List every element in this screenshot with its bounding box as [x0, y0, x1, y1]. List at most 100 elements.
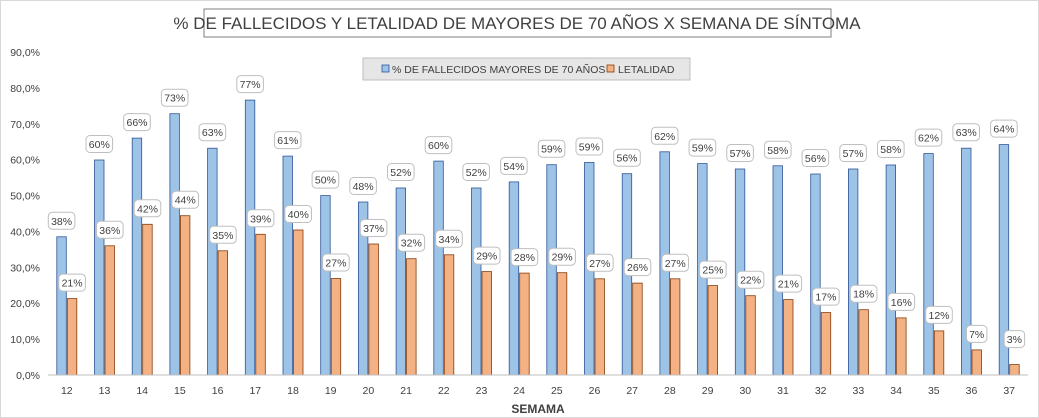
bar-letalidad — [594, 278, 605, 376]
y-tick-label: 0,0% — [16, 370, 40, 382]
bar-letalidad — [556, 272, 568, 376]
bar-letalidad — [406, 258, 417, 376]
data-label: 66% — [126, 117, 147, 129]
data-label: 39% — [250, 213, 271, 225]
data-label-box — [472, 246, 501, 265]
data-label: 12% — [928, 310, 949, 322]
data-label-box — [812, 287, 840, 306]
bar-fallecidos — [848, 168, 859, 376]
bar-fallecidos — [395, 187, 407, 376]
bar-letalidad — [142, 223, 153, 376]
chart-title-box — [203, 8, 832, 38]
data-labels-group: 38% 21% 60% 36% 66% 42% 73% 44% 63% 35% 77% 39% 61% 4… — [47, 75, 1026, 349]
x-tick-label: 15 — [174, 385, 186, 397]
bar-fallecidos — [244, 99, 256, 376]
data-label-box — [349, 177, 377, 195]
bar-fallecidos — [772, 165, 783, 376]
data-label-box — [726, 144, 754, 162]
data-label-box — [273, 131, 302, 150]
data-label: 61% — [277, 135, 298, 147]
data-label: 27% — [325, 258, 346, 270]
y-tick-label: 10,0% — [10, 334, 40, 346]
y-tick-label: 30,0% — [10, 262, 40, 274]
data-label: 54% — [503, 161, 524, 173]
bar-fallecidos — [433, 160, 444, 376]
legend: % DE FALLECIDOS MAYORES DE 70 AÑOS LETAL… — [362, 57, 691, 81]
x-tick-label: 14 — [136, 385, 148, 397]
data-label-box — [236, 75, 264, 94]
data-label: 21% — [778, 279, 799, 291]
data-label: 34% — [438, 234, 459, 246]
bar-fallecidos — [94, 159, 105, 376]
x-tick-label: 19 — [325, 385, 337, 397]
bar-letalidad — [858, 309, 869, 376]
data-label-box — [85, 135, 114, 153]
data-label-box — [764, 140, 792, 159]
data-label-box — [171, 190, 199, 209]
bar-letalidad — [330, 278, 342, 376]
data-label: 77% — [240, 79, 261, 91]
bar-fallecidos — [885, 164, 896, 376]
data-label: 16% — [891, 297, 912, 309]
data-label: 52% — [390, 167, 411, 179]
data-label-box — [801, 149, 830, 167]
bar-fallecidos — [546, 164, 557, 376]
bar-letalidad — [255, 233, 266, 376]
data-label-box — [887, 292, 916, 311]
bar-fallecidos — [131, 137, 143, 376]
bar-letalidad — [1009, 364, 1020, 376]
data-label-box — [322, 253, 350, 272]
bar-letalidad — [933, 330, 945, 376]
y-tick-label: 90,0% — [10, 47, 40, 59]
bar-fallecidos — [320, 195, 331, 376]
bar-letalidad — [820, 312, 832, 376]
bar-fallecidos — [508, 181, 520, 376]
data-label-box — [435, 229, 463, 248]
data-label: 25% — [702, 265, 723, 277]
data-label-box — [246, 209, 275, 228]
bar-fallecidos — [169, 113, 180, 376]
data-label: 17% — [815, 292, 836, 304]
data-label-box — [462, 163, 490, 181]
data-label: 44% — [175, 195, 196, 207]
bar-letalidad — [896, 317, 907, 376]
legend-swatch-fallecidos — [381, 64, 390, 73]
x-tick-label: 22 — [438, 385, 450, 397]
data-label-box — [548, 247, 576, 266]
bar-letalidad — [368, 243, 379, 376]
data-label: 50% — [315, 175, 336, 187]
x-tick-label: 32 — [815, 385, 827, 397]
data-label-box — [424, 136, 453, 155]
data-label-box — [877, 140, 905, 158]
x-axis: 12 13 14 15 16 17 18 19 20 21 22 23 24 25 26 27 28 29 30 31… — [61, 385, 1015, 397]
bars-group — [56, 99, 1020, 376]
data-label: 3% — [1007, 334, 1022, 346]
data-label: 52% — [466, 167, 487, 179]
data-label: 27% — [665, 258, 686, 270]
data-label: 73% — [164, 93, 185, 105]
data-label-box — [575, 137, 604, 156]
x-tick-label: 16 — [212, 385, 224, 397]
data-label-box — [284, 205, 312, 223]
data-label-box — [774, 274, 803, 293]
data-label-box — [133, 199, 162, 218]
x-tick-label: 20 — [363, 385, 375, 397]
bar-letalidad — [971, 349, 982, 376]
bar-letalidad — [104, 245, 115, 376]
y-tick-label: 40,0% — [10, 226, 40, 238]
bar-fallecidos — [471, 187, 482, 376]
x-tick-label: 28 — [664, 385, 676, 397]
data-label: 57% — [843, 148, 864, 160]
data-label-box — [849, 284, 878, 303]
x-tick-label: 21 — [400, 385, 412, 397]
data-label-box — [966, 324, 988, 343]
bar-fallecidos — [207, 147, 218, 376]
legend-swatch-letalidad — [606, 64, 615, 73]
data-label: 48% — [353, 181, 374, 193]
data-label: 63% — [956, 127, 977, 139]
y-tick-label: 70,0% — [10, 119, 40, 131]
data-label: 26% — [627, 262, 648, 274]
data-label-box — [359, 219, 388, 237]
data-label: 56% — [616, 153, 637, 165]
